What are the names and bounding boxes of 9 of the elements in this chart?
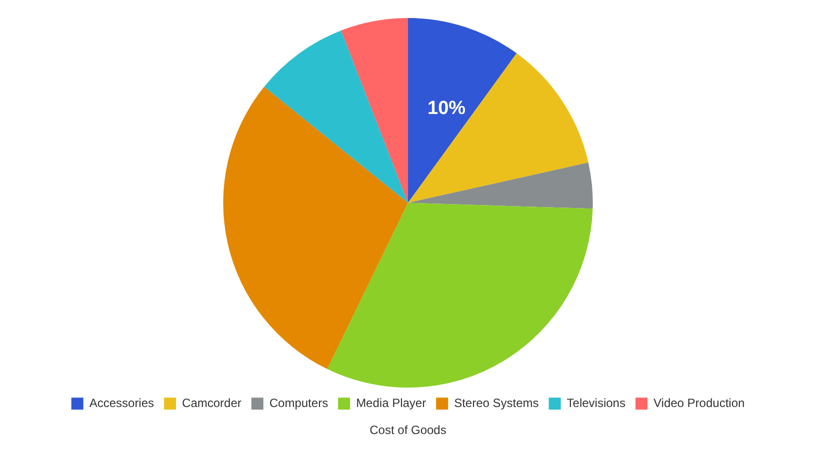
legend-label: Media Player bbox=[356, 396, 426, 410]
legend-label: Stereo Systems bbox=[454, 396, 539, 410]
legend-label: Televisions bbox=[566, 396, 626, 410]
legend-label: Computers bbox=[269, 396, 328, 410]
text: Cost of Goods bbox=[370, 423, 446, 438]
legend-label: Accessories bbox=[89, 396, 154, 410]
data-label: 10% bbox=[428, 98, 466, 120]
legend-label: Video Production bbox=[653, 396, 745, 410]
legend-label: Camcorder bbox=[182, 396, 242, 410]
